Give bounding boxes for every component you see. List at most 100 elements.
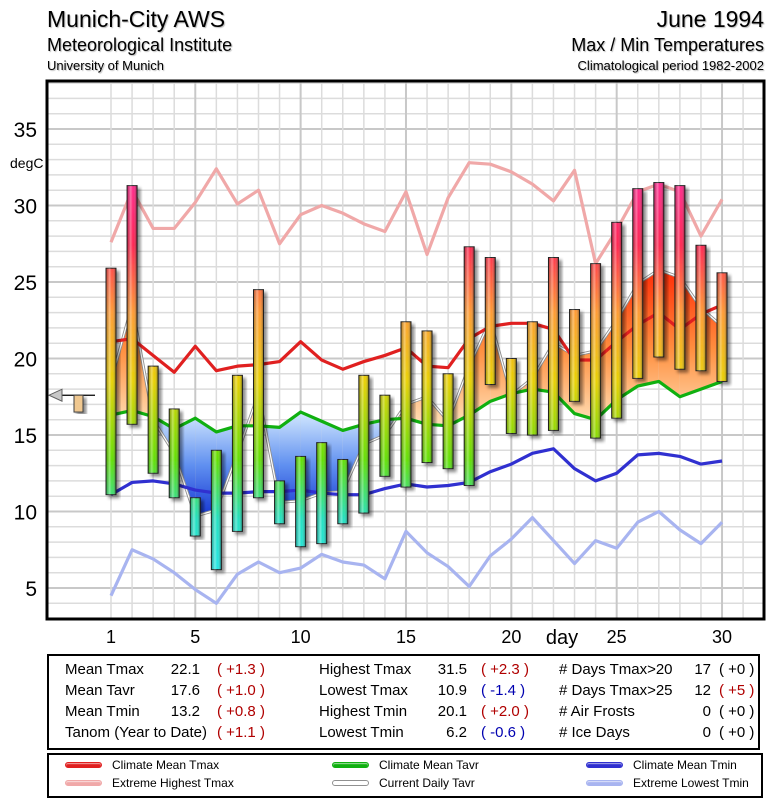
daily-bar [168, 408, 180, 499]
y-tick-label: 15 [14, 425, 37, 448]
legend-swatch [586, 762, 623, 768]
daily-bar-shading [695, 245, 706, 371]
stat-label: # Ice Days [559, 724, 630, 741]
x-tick-label: 15 [396, 627, 416, 647]
stat-anomaly: ( +1.1 ) [217, 724, 265, 741]
daily-bar-shading [443, 373, 454, 469]
daily-bar [126, 185, 138, 425]
daily-bar-shading [295, 456, 306, 547]
daily-bar-shading [464, 246, 475, 486]
stat-label: # Air Frosts [559, 703, 635, 720]
daily-bar-shading [548, 257, 559, 431]
daily-bar [337, 458, 349, 525]
legend-item: Climate Mean Tmin [586, 758, 737, 772]
daily-bar-shading [379, 395, 390, 477]
daily-bar [252, 289, 264, 499]
legend-item: Extreme Highest Tmax [65, 776, 234, 790]
y-tick-label: 5 [25, 578, 37, 601]
daily-bar-shading [717, 272, 728, 382]
daily-bar-shading [211, 450, 222, 570]
climatology-period: Climatological period 1982-2002 [577, 58, 764, 73]
plot-frame [45, 79, 766, 621]
y-tick-label: 20 [14, 349, 37, 372]
daily-bar-shading [590, 263, 601, 439]
x-tick-label: 20 [501, 627, 521, 647]
y-axis-label: degC [10, 155, 43, 171]
legend-item: Current Daily Tavr [332, 776, 475, 790]
daily-bar [526, 321, 538, 436]
stat-anomaly: ( +0 ) [719, 724, 755, 741]
statistics-panel: Mean Tmax 22.1 ( +1.3 ) Mean Tavr 17.6 ( +1.0… [47, 654, 760, 750]
legend-label: Extreme Highest Tmax [112, 776, 234, 790]
daily-bar [295, 455, 307, 548]
stat-anomaly: ( -1.4 ) [481, 682, 526, 699]
x-tick-label: 30 [712, 627, 732, 647]
daily-bar [463, 246, 475, 486]
tanom-arrow-icon [47, 388, 63, 403]
daily-bar [358, 374, 370, 514]
legend-label: Climate Mean Tmin [633, 758, 737, 772]
stat-anomaly: ( +1.0 ) [217, 682, 265, 699]
daily-bar-shading [232, 375, 243, 532]
stat-anomaly: ( +0.8 ) [217, 703, 265, 720]
daily-bar [632, 188, 644, 379]
daily-bar [316, 442, 328, 545]
y-tick-label: 30 [14, 196, 37, 219]
daily-bar [210, 449, 222, 571]
daily-bar [716, 272, 728, 382]
stat-value: 10.9 [437, 682, 467, 699]
daily-bar-shading [358, 375, 369, 514]
daily-bar-shading [485, 257, 496, 385]
daily-bar-shading [337, 459, 348, 524]
y-tick-label: 35 [14, 119, 37, 142]
stat-value: 0 [702, 703, 711, 720]
legend-label: Climate Mean Tavr [379, 758, 479, 772]
legend-swatch [65, 762, 102, 768]
stat-anomaly: ( +5 ) [719, 682, 755, 699]
stat-value: 22.1 [170, 661, 200, 678]
stat-value: 6.2 [446, 724, 467, 741]
stat-label: Lowest Tmax [319, 682, 408, 699]
daily-bar [569, 309, 581, 402]
subject-title: Max / Min Temperatures [571, 35, 764, 55]
extreme-lowest-tmin-line [109, 509, 724, 605]
legend-label: Extreme Lowest Tmin [633, 776, 749, 790]
daily-bar [611, 221, 623, 419]
stat-anomaly: ( +0 ) [719, 661, 755, 678]
daily-bar [379, 394, 391, 477]
daily-bar-shading [274, 480, 285, 524]
university-name: University of Munich [47, 58, 165, 73]
daily-bar [105, 267, 117, 496]
legend-item: Extreme Lowest Tmin [586, 776, 749, 790]
legend-swatch [332, 780, 369, 786]
stat-label: Mean Tmax [65, 661, 144, 678]
daily-bar [274, 480, 286, 525]
legend-label: Climate Mean Tmax [112, 758, 220, 772]
legend-swatch [65, 780, 102, 786]
stat-label: Highest Tmin [319, 703, 408, 720]
stat-label: Mean Tmin [65, 703, 140, 720]
daily-bar-shading [253, 289, 264, 498]
x-axis-label: day [546, 627, 578, 649]
legend-swatch [586, 780, 623, 786]
daily-bar-shading [422, 330, 433, 463]
x-tick-label: 5 [190, 627, 200, 647]
daily-bar [653, 182, 665, 358]
x-tick-label: 10 [291, 627, 311, 647]
daily-bar [421, 330, 433, 464]
daily-bar [147, 365, 159, 474]
stat-label: # Days Tmax>20 [559, 661, 673, 678]
daily-bar-shading [653, 182, 664, 357]
tanom-bar [73, 394, 84, 413]
stat-anomaly: ( +0 ) [719, 703, 755, 720]
stat-value: 12 [694, 682, 711, 699]
daily-bar-shading [674, 185, 685, 370]
grid [47, 81, 764, 619]
daily-bar [189, 497, 201, 537]
legend-item: Climate Mean Tavr [332, 758, 479, 772]
stat-value: 17 [694, 661, 711, 678]
daily-bar-shading [611, 222, 622, 419]
legend: Climate Mean Tmax Extreme Highest Tmax Cli… [47, 753, 763, 798]
y-tick-label: 25 [14, 272, 37, 295]
